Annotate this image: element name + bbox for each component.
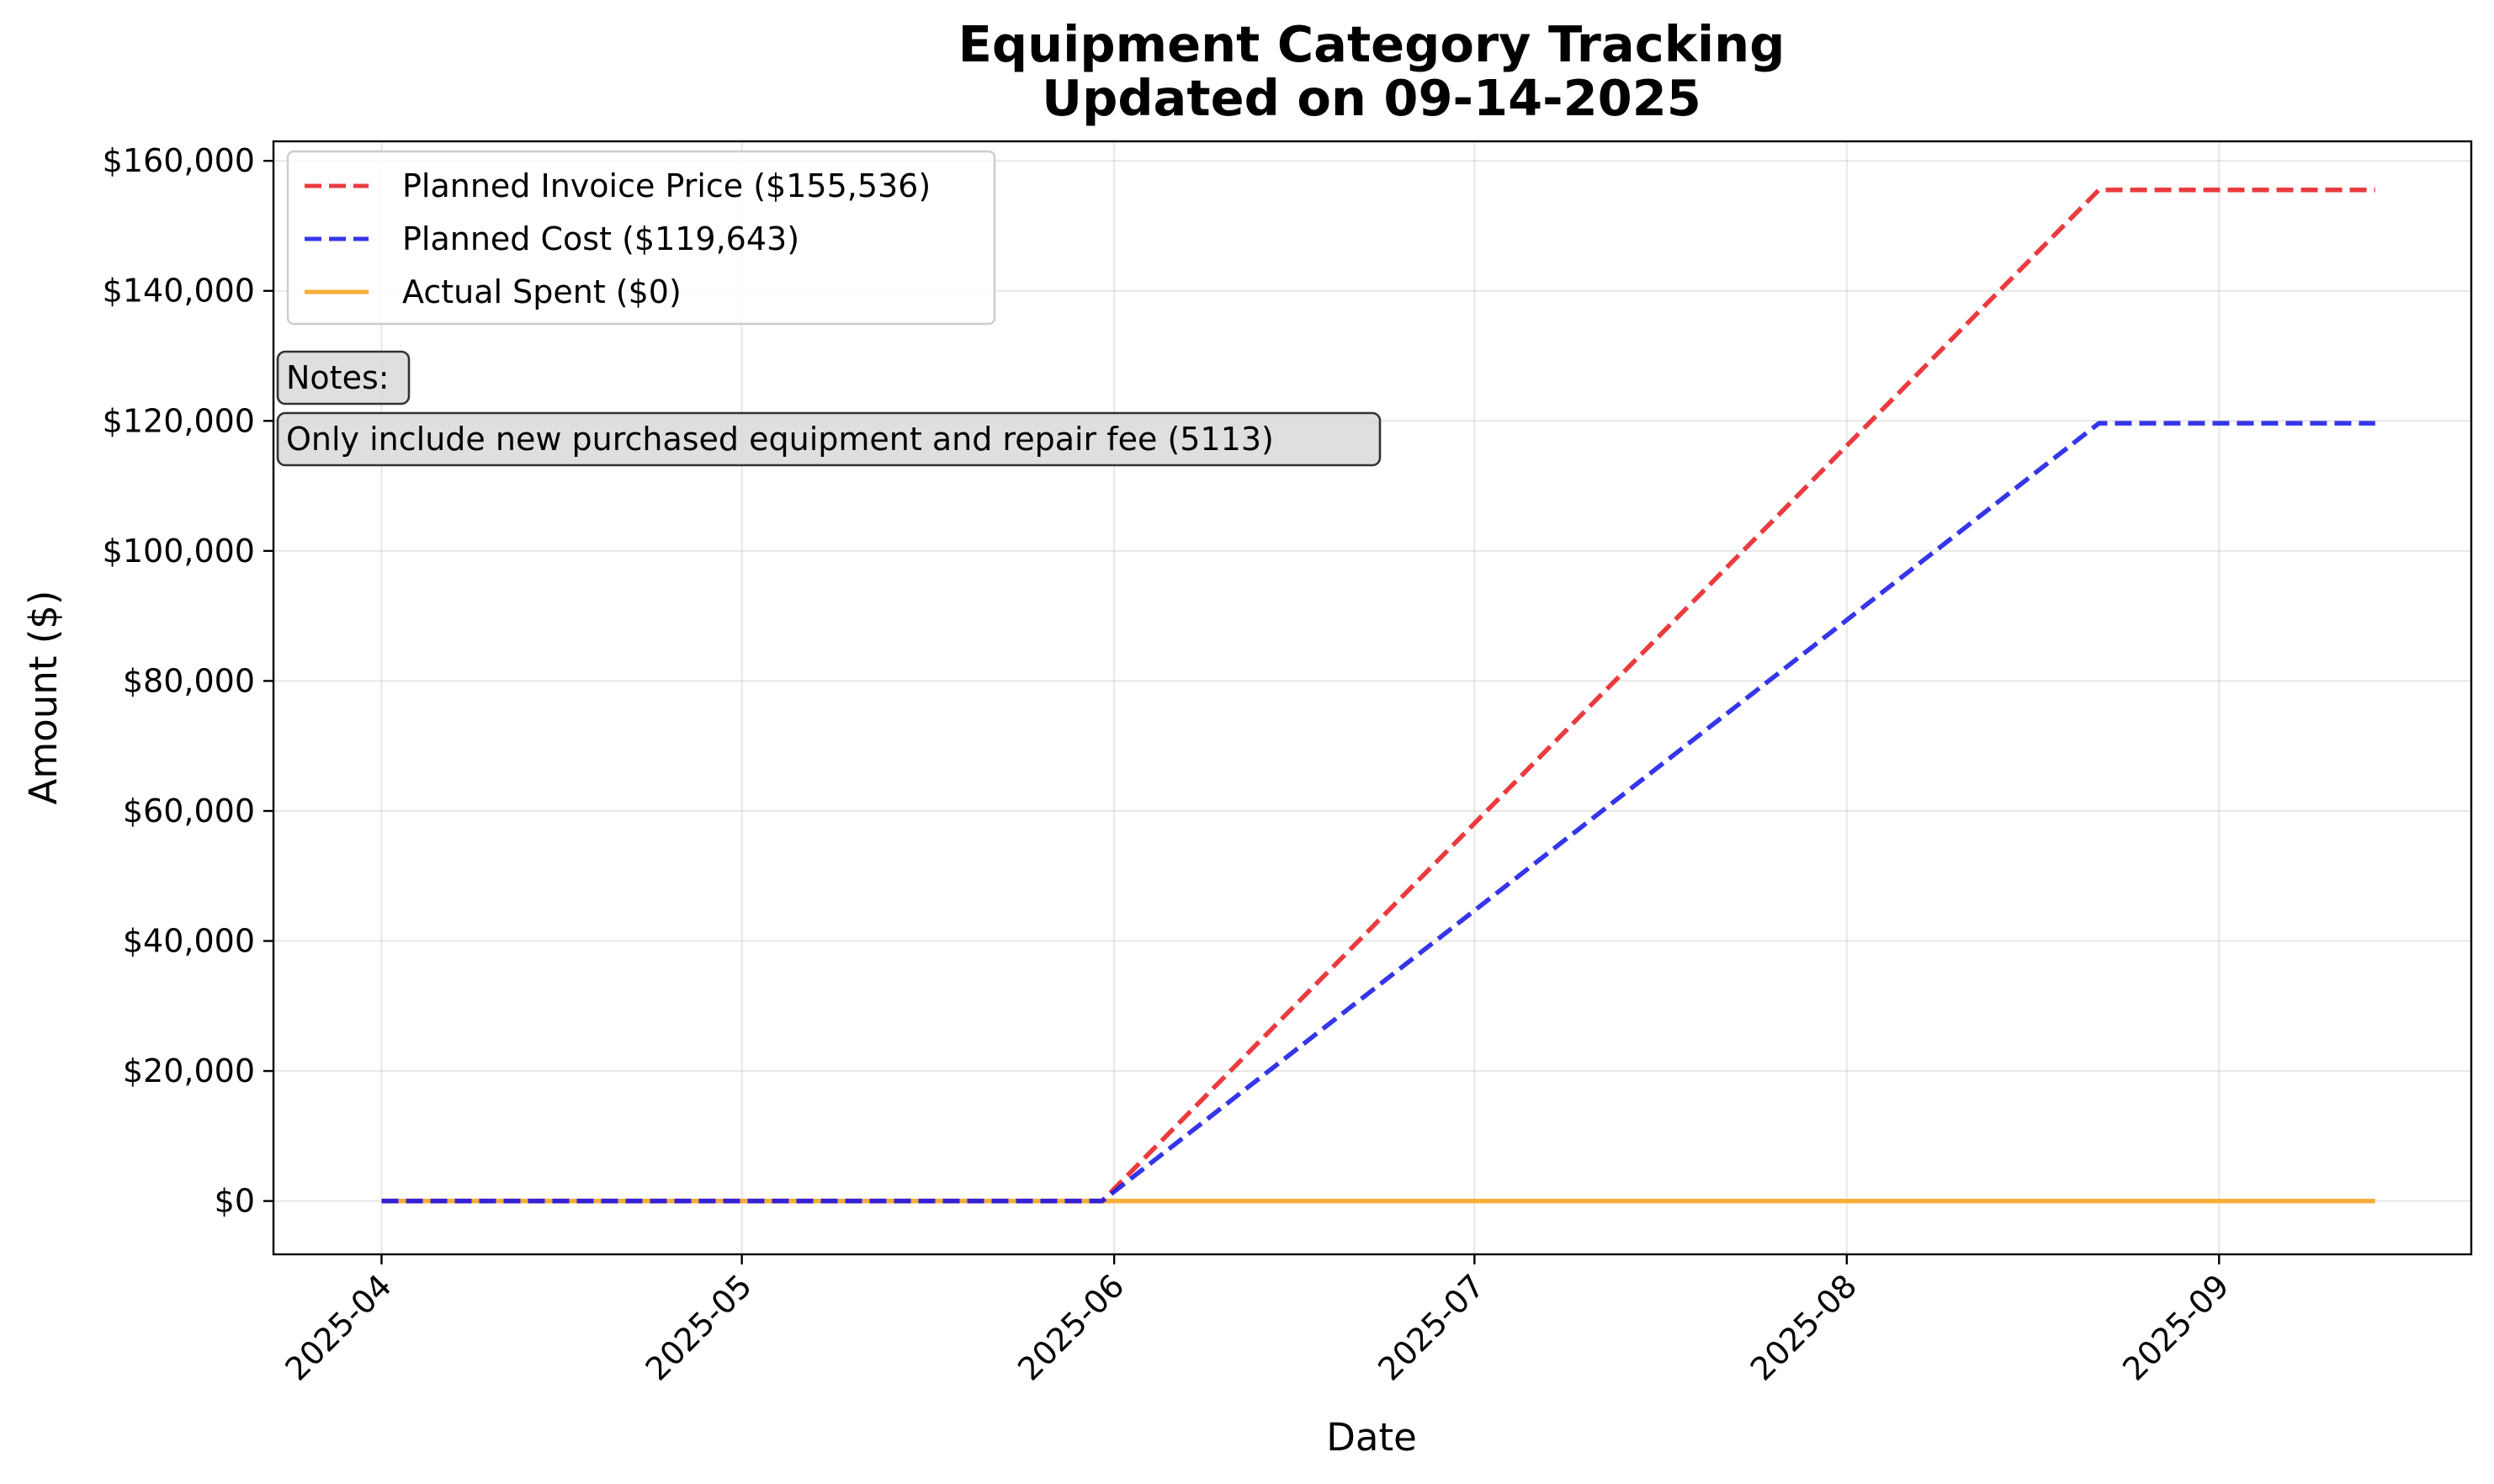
y-tick-label: $100,000 <box>103 533 255 570</box>
y-tick-label: $120,000 <box>103 402 255 439</box>
legend-label-actual-spent: Actual Spent ($0) <box>402 273 682 310</box>
notes-detail: Only include new purchased equipment and… <box>286 421 1274 458</box>
legend: Planned Invoice Price ($155,536) Planned… <box>286 150 996 326</box>
series-line-planned-invoice-price <box>381 187 2375 1204</box>
x-axis-label: Date <box>1326 1415 1417 1460</box>
chart-title: Equipment Category Tracking <box>958 15 1786 73</box>
legend-box <box>286 150 996 326</box>
series-line-planned-cost <box>381 421 2375 1204</box>
legend-label-planned-cost: Planned Cost ($119,643) <box>402 220 799 257</box>
y-axis-ticks: $0 $20,000 $40,000 $60,000 $80,000 $100,000 $1… <box>103 142 273 1220</box>
notes-heading-box <box>276 350 411 405</box>
y-axis-label: Amount ($) <box>21 591 66 805</box>
legend-label-planned-invoice-price: Planned Invoice Price ($155,536) <box>402 167 931 204</box>
y-tick-label: $140,000 <box>103 273 255 310</box>
y-tick-label: $20,000 <box>123 1052 255 1089</box>
notes-annotation: Notes: Only include new purchased equipm… <box>276 350 1382 467</box>
y-tick-label: $160,000 <box>103 142 255 179</box>
y-tick-label: $0 <box>215 1183 255 1220</box>
plot-frame <box>272 140 2473 1256</box>
y-tick-label: $40,000 <box>123 923 255 960</box>
chart-subtitle: Updated on 09-14-2025 <box>1042 69 1701 127</box>
notes-heading: Notes: <box>286 359 390 396</box>
y-tick-label: $80,000 <box>123 662 255 699</box>
notes-detail-box <box>276 411 1382 467</box>
series-lines <box>381 187 2375 1204</box>
y-tick-label: $60,000 <box>123 792 255 829</box>
